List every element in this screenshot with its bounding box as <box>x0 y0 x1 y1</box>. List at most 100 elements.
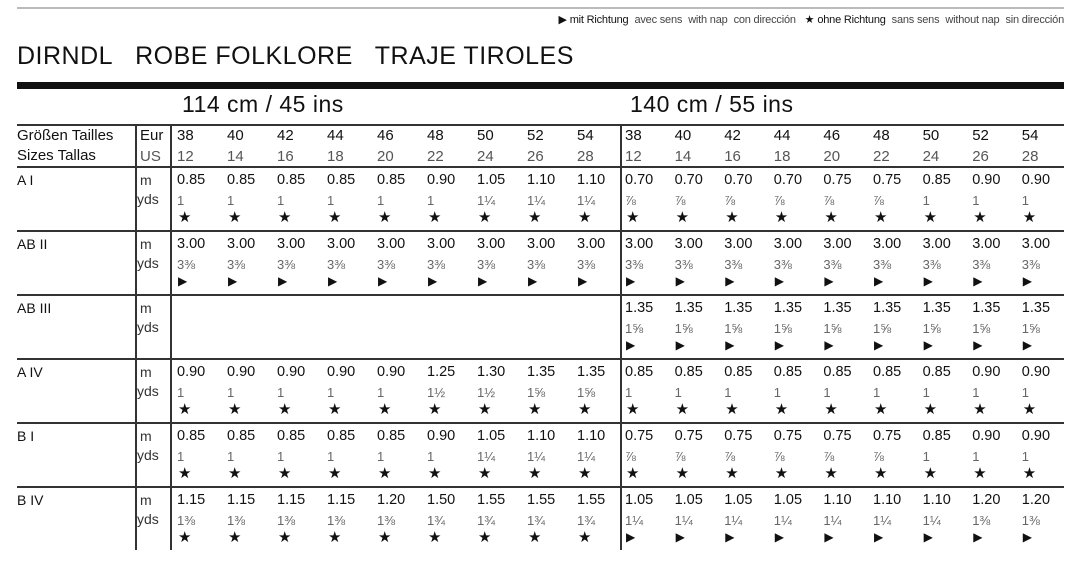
meters-value: 0.75 <box>674 428 703 444</box>
without-nap-star-icon: ★ <box>923 401 938 418</box>
meters-value: 0.85 <box>773 364 803 380</box>
meters-value: 1.15 <box>227 492 256 508</box>
yards-value: 1 <box>427 193 435 208</box>
yards-value: 1 <box>773 385 782 400</box>
row-label: B I <box>17 428 35 444</box>
meters-value: 1.15 <box>277 492 306 508</box>
yards-value: 1 <box>227 385 235 400</box>
legend-with-nap-en: with nap <box>688 14 728 26</box>
meters-value: 0.75 <box>625 428 654 444</box>
meters-value: 1.10 <box>823 492 852 508</box>
top-rule <box>17 7 1064 9</box>
title-bar <box>17 82 1064 89</box>
without-nap-star-icon: ★ <box>228 401 242 418</box>
us-size: 20 <box>377 148 394 165</box>
yards-value: ⅞ <box>773 193 785 208</box>
without-nap-star-icon: ★ <box>1022 465 1037 482</box>
yards-value: ⅞ <box>625 449 636 464</box>
yards-value: 3⅜ <box>477 257 496 272</box>
with-nap-arrow-icon: ▶ <box>228 274 238 288</box>
without-nap-star-icon: ★ <box>923 209 938 226</box>
meters-value: 0.90 <box>972 428 1001 444</box>
row-divider <box>17 230 1064 232</box>
meters-value: 3.00 <box>577 236 606 252</box>
meters-value: 0.75 <box>873 428 902 444</box>
yards-value: 1 <box>1021 385 1030 400</box>
us-size: 20 <box>823 148 841 165</box>
yards-value: 1¼ <box>823 513 842 528</box>
with-nap-arrow-icon: ▶ <box>973 274 983 288</box>
with-nap-arrow-icon: ▶ <box>774 530 785 544</box>
meters-value: 0.85 <box>922 172 951 188</box>
yards-value: 1⅝ <box>972 321 991 336</box>
with-nap-icon: ▶ <box>558 14 567 26</box>
meters-value: 0.70 <box>674 172 703 188</box>
without-nap-star-icon: ★ <box>578 465 592 482</box>
with-nap-arrow-icon: ▶ <box>874 338 884 352</box>
without-nap-star-icon: ★ <box>228 465 242 482</box>
without-nap-star-icon: ★ <box>428 209 442 226</box>
nap-legend: ▶ mit Richtung avec sens with nap con direcc… <box>552 13 1064 26</box>
meters-value: 1.05 <box>773 492 803 508</box>
with-nap-arrow-icon: ▶ <box>478 274 488 288</box>
us-size: 14 <box>227 148 244 165</box>
with-nap-arrow-icon: ▶ <box>824 338 834 352</box>
meters-value: 1.05 <box>477 428 506 444</box>
meters-value: 3.00 <box>724 236 753 252</box>
without-nap-star-icon: ★ <box>626 209 640 226</box>
yards-value: 1 <box>922 449 930 464</box>
yards-value: 3⅜ <box>922 257 941 272</box>
with-nap-arrow-icon: ▶ <box>178 274 188 288</box>
yards-value: 1⅜ <box>1021 513 1040 528</box>
yards-value: ⅞ <box>823 193 835 208</box>
yards-value: ⅞ <box>724 193 736 208</box>
yards-value: 3⅜ <box>724 257 743 272</box>
yards-value: 1 <box>377 193 385 208</box>
yards-value: 1¼ <box>773 513 792 528</box>
without-nap-star-icon: ★ <box>725 465 739 482</box>
without-nap-star-icon: ★ <box>478 401 492 418</box>
meters-value: 0.90 <box>427 172 456 188</box>
yards-value: 1 <box>823 385 831 400</box>
with-nap-arrow-icon: ▶ <box>973 530 983 544</box>
title-de: DIRNDL <box>17 42 114 70</box>
yards-value: ⅞ <box>674 449 686 464</box>
eur-size: 44 <box>773 127 791 144</box>
yards-value: 1¼ <box>724 513 743 528</box>
yards-value: 1½ <box>477 385 496 400</box>
meters-value: 1.10 <box>922 492 951 508</box>
without-nap-star-icon: ★ <box>328 465 342 482</box>
meters-value: 1.55 <box>527 492 556 508</box>
yards-value: 1¼ <box>527 449 546 464</box>
yards-value: 1 <box>327 193 335 208</box>
without-nap-star-icon: ★ <box>626 401 640 418</box>
eur-size: 40 <box>674 127 692 144</box>
meters-value: 0.85 <box>922 364 951 380</box>
without-nap-star-icon: ★ <box>923 465 938 482</box>
yards-value: 1¼ <box>674 513 693 528</box>
us-size: 28 <box>1021 148 1039 165</box>
legend-with-nap-es: con dirección <box>733 14 796 26</box>
without-nap-star-icon: ★ <box>528 529 542 546</box>
meters-value: 0.70 <box>625 172 654 188</box>
yards-value: ⅞ <box>823 449 835 464</box>
legend-with-nap-fr: avec sens <box>634 14 683 26</box>
meters-value: 0.85 <box>724 364 753 380</box>
meters-value: 0.90 <box>377 364 406 380</box>
eur-size: 48 <box>873 127 890 144</box>
meters-value: 3.00 <box>922 236 951 252</box>
us-size: 18 <box>773 148 791 165</box>
without-nap-star-icon: ★ <box>478 529 492 546</box>
meters-value: 1.35 <box>972 300 1001 316</box>
unit-m: m <box>140 172 152 188</box>
with-nap-arrow-icon: ▶ <box>626 338 636 352</box>
us-size: 28 <box>577 148 594 165</box>
yards-value: 1 <box>177 193 185 208</box>
yards-value: 1 <box>724 385 732 400</box>
meters-value: 0.75 <box>724 428 753 444</box>
unit-m: m <box>140 364 152 380</box>
meters-value: 0.90 <box>227 364 256 380</box>
unit-m: m <box>140 428 152 444</box>
meters-value: 0.90 <box>177 364 206 380</box>
meters-value: 3.00 <box>625 236 654 252</box>
